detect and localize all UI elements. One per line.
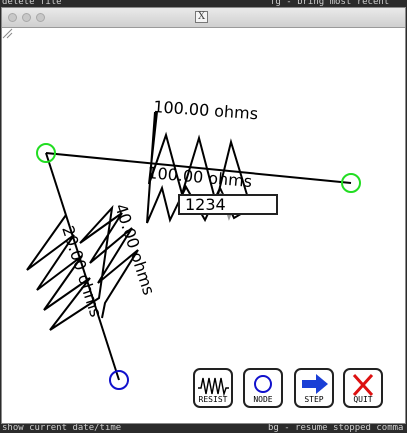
circuit-drawing: 100.00 ohms 100.00 ohms 40.00 ohms 20.00… xyxy=(26,97,361,390)
title-bar[interactable]: X xyxy=(2,8,405,28)
window-close-dot[interactable] xyxy=(8,13,17,22)
resistance-entry[interactable] xyxy=(178,194,278,215)
arrow-right-icon xyxy=(302,374,328,394)
step-button[interactable]: STEP xyxy=(294,368,334,408)
node-button-label: NODE xyxy=(253,395,273,404)
close-icon xyxy=(352,373,374,397)
resize-grip-icon[interactable] xyxy=(2,28,13,39)
quit-button-label: QUIT xyxy=(353,395,373,404)
app-window: X 100.00 ohms 100.00 ohms 40.00 ohms 20.… xyxy=(1,7,406,424)
node-circle-selected[interactable] xyxy=(109,370,129,390)
background-text: show current date/time xyxy=(2,424,122,433)
background-text: fg - bring most recent xyxy=(270,0,390,7)
resist-button[interactable]: RESIST xyxy=(193,368,233,408)
node-circle[interactable] xyxy=(36,143,56,163)
wire[interactable] xyxy=(45,152,120,381)
background-text: delete file xyxy=(2,0,62,7)
resist-button-label: RESIST xyxy=(198,395,228,404)
background-terminal-bottom: show current date/time bg - resume stopp… xyxy=(0,424,407,433)
resistor-zigzag[interactable] xyxy=(26,204,139,331)
step-button-label: STEP xyxy=(304,395,324,404)
quit-button[interactable]: QUIT xyxy=(343,368,383,408)
background-terminal-top: delete file fg - bring most recent xyxy=(0,0,407,7)
window-minimize-dot[interactable] xyxy=(22,13,31,22)
resistor-label: 100.00 ohms xyxy=(153,97,259,123)
node-button[interactable]: NODE xyxy=(243,368,283,408)
window-zoom-dot[interactable] xyxy=(36,13,45,22)
resistor-label: 20.00 ohms xyxy=(58,223,105,319)
node-icon xyxy=(254,375,272,393)
circuit-canvas[interactable]: 100.00 ohms 100.00 ohms 40.00 ohms 20.00… xyxy=(2,28,405,423)
resistor-icon xyxy=(198,377,229,397)
wire[interactable] xyxy=(45,152,352,184)
node-circle[interactable] xyxy=(341,173,361,193)
background-text: bg - resume stopped comma xyxy=(268,424,404,433)
x11-icon[interactable]: X xyxy=(195,11,208,23)
